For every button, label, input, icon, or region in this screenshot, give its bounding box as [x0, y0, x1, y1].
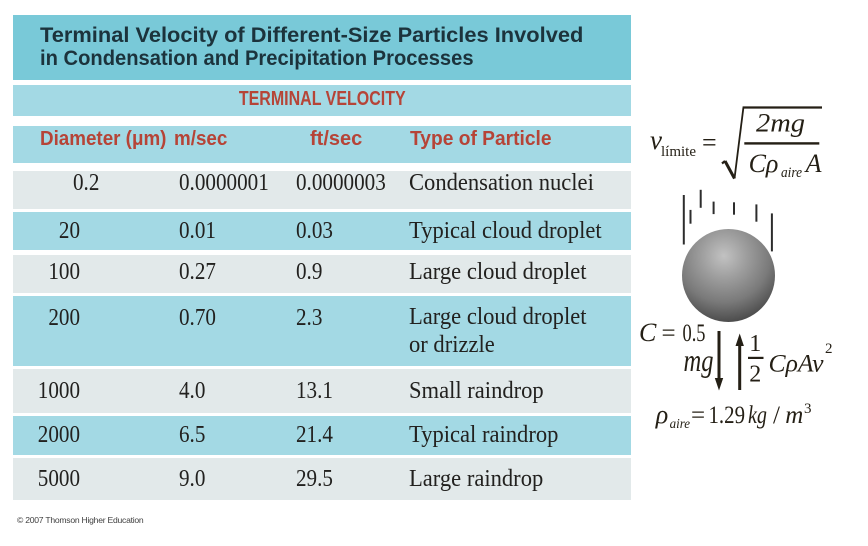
svg-text:A: A: [804, 149, 822, 178]
svg-text:m: m: [785, 402, 803, 429]
svg-text:ρ: ρ: [655, 400, 668, 429]
svg-text:Cρ: Cρ: [749, 149, 779, 178]
svg-text:2mg: 2mg: [756, 109, 805, 138]
svg-text:aire: aire: [670, 416, 691, 431]
svg-text:kg: kg: [748, 402, 767, 429]
svg-text:C: C: [639, 318, 657, 347]
svg-text:=: =: [662, 320, 676, 347]
svg-text:CρAv: CρAv: [769, 351, 825, 378]
svg-text:/: /: [773, 402, 780, 429]
svg-text:1: 1: [749, 331, 761, 357]
svg-text:2: 2: [749, 362, 761, 388]
svg-text:0.5: 0.5: [683, 320, 706, 347]
svg-text:límite: límite: [661, 144, 696, 160]
svg-text:3: 3: [804, 401, 812, 417]
svg-text:mg: mg: [684, 342, 714, 378]
svg-text:v: v: [650, 125, 662, 155]
svg-text:aire: aire: [781, 165, 802, 181]
svg-text:2: 2: [825, 341, 833, 357]
svg-text:=: =: [702, 128, 717, 157]
svg-text:1.29: 1.29: [709, 402, 746, 429]
svg-text:=: =: [691, 402, 705, 429]
